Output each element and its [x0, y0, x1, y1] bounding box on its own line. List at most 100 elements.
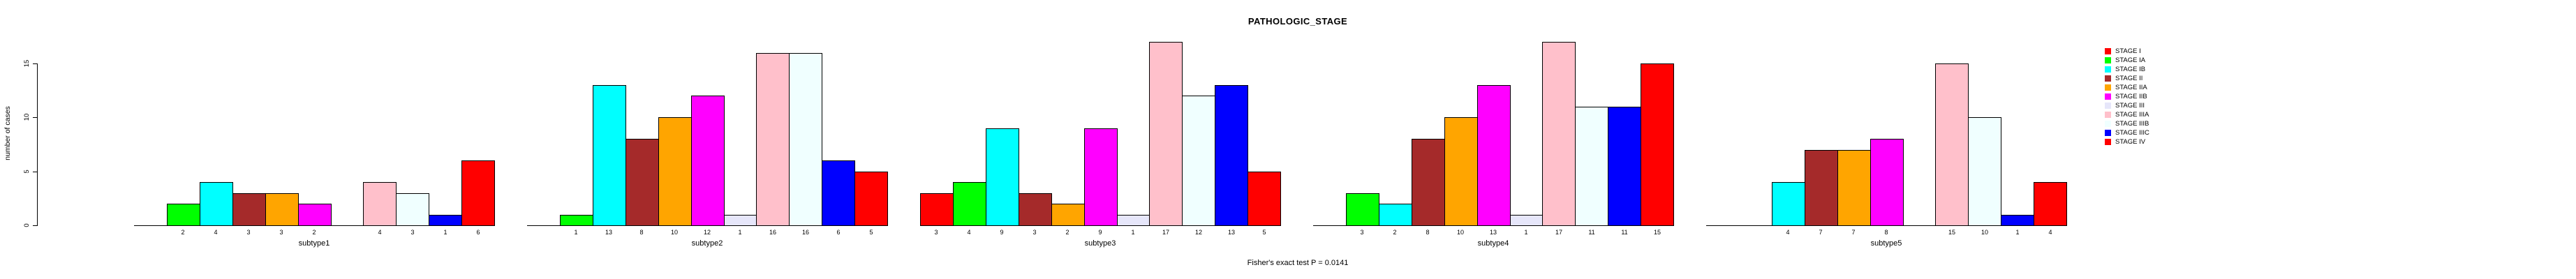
y-axis-tick	[33, 63, 37, 64]
bar-stage-ib	[593, 85, 626, 226]
fisher-test-footer: Fisher's exact test P = 0.0141	[1247, 259, 1349, 267]
bar-value-label: 7	[1851, 229, 1856, 236]
bar-value-label: 16	[769, 229, 776, 236]
bar-value-label: 8	[1426, 229, 1430, 236]
bar-value-label: 16	[801, 229, 809, 236]
bar-value-label: 12	[1194, 229, 1202, 236]
legend-entry-stage-i: STAGE I	[2105, 47, 2189, 56]
panel-xlabel-subtype2: subtype2	[691, 239, 723, 248]
bar-stage-iiia	[1149, 42, 1183, 226]
bar-stage-iii	[1510, 215, 1543, 226]
bar-stage-iv	[854, 172, 888, 226]
bar-value-label: 4	[2048, 229, 2052, 236]
bar-value-label: 4	[1786, 229, 1790, 236]
bar-value-label: 9	[1000, 229, 1004, 236]
bar-value-label: 3	[246, 229, 251, 236]
bar-stage-ia	[560, 215, 593, 226]
legend-label: STAGE IA	[2115, 56, 2146, 64]
bar-value-label: 1	[2015, 229, 2020, 236]
bar-value-label: 10	[670, 229, 678, 236]
bar-value-label: 5	[869, 229, 873, 236]
bar-stage-ia	[953, 182, 986, 226]
bar-stage-iiib	[1575, 107, 1608, 226]
legend-label: STAGE IIIB	[2115, 120, 2149, 128]
legend-entry-stage-iiia: STAGE IIIA	[2105, 110, 2189, 119]
bar-value-label: 3	[934, 229, 938, 236]
legend-entry-stage-ib: STAGE IB	[2105, 65, 2189, 74]
bar-stage-iiic	[429, 215, 462, 226]
bar-stage-ib	[1379, 204, 1412, 226]
legend-label: STAGE IIA	[2115, 84, 2147, 91]
legend-entry-stage-iii: STAGE III	[2105, 101, 2189, 110]
y-tick-label: 15	[23, 59, 31, 68]
bar-value-label: 8	[639, 229, 644, 236]
bar-value-label: 9	[1098, 229, 1102, 236]
bar-value-label: 12	[703, 229, 711, 236]
legend-entry-stage-iia: STAGE IIA	[2105, 83, 2189, 92]
panel-xlabel-subtype5: subtype5	[1870, 239, 1902, 248]
bar-value-label: 1	[443, 229, 447, 236]
bar-value-label: 13	[605, 229, 612, 236]
bar-value-label: 13	[1227, 229, 1235, 236]
legend-entry-stage-iiic: STAGE IIIC	[2105, 128, 2189, 137]
bar-stage-iib	[691, 96, 725, 226]
legend-label: STAGE IIB	[2115, 93, 2147, 100]
bar-stage-ii	[232, 193, 266, 226]
bar-value-label: 7	[1819, 229, 1823, 236]
bar-stage-ii	[1412, 139, 1445, 226]
panel-xlabel-subtype4: subtype4	[1477, 239, 1509, 248]
bar-stage-iia	[265, 193, 299, 226]
bar-stage-ib	[1772, 182, 1805, 226]
bar-stage-iiib	[1968, 117, 2001, 226]
y-tick-label: 5	[23, 169, 31, 174]
legend-entry-stage-iib: STAGE IIB	[2105, 92, 2189, 101]
bar-stage-iv	[1248, 172, 1281, 226]
y-axis-title: number of cases	[3, 106, 12, 160]
bar-stage-iiic	[822, 160, 855, 226]
y-tick-label: 10	[23, 113, 31, 121]
bar-value-label: 4	[378, 229, 382, 236]
bar-stage-iii	[724, 215, 757, 226]
bar-stage-iiic	[2001, 215, 2034, 226]
bar-value-label: 3	[1032, 229, 1037, 236]
bar-value-label: 1	[738, 229, 742, 236]
bar-stage-iiia	[363, 182, 397, 226]
y-axis-tick	[33, 117, 37, 118]
bar-stage-iia	[1051, 204, 1085, 226]
bar-value-label: 6	[836, 229, 841, 236]
legend-color-swatch	[2105, 130, 2111, 136]
bar-stage-iib	[1084, 128, 1118, 226]
legend-color-swatch	[2105, 112, 2111, 118]
bar-stage-ii	[1805, 150, 1838, 226]
bar-value-label: 4	[967, 229, 971, 236]
chart-title: PATHOLOGIC_STAGE	[1248, 16, 1348, 27]
bar-value-label: 5	[1262, 229, 1266, 236]
bar-value-label: 8	[1884, 229, 1888, 236]
bar-value-label: 4	[214, 229, 218, 236]
bar-stage-ii	[626, 139, 659, 226]
legend-color-swatch	[2105, 84, 2111, 91]
bar-stage-iib	[1870, 139, 1904, 226]
legend-entry-stage-iiib: STAGE IIIB	[2105, 119, 2189, 128]
bar-value-label: 13	[1489, 229, 1497, 236]
bar-stage-iiic	[1608, 107, 1641, 226]
bar-value-label: 17	[1555, 229, 1562, 236]
bar-value-label: 2	[1393, 229, 1397, 236]
bar-value-label: 1	[1524, 229, 1528, 236]
bar-value-label: 17	[1162, 229, 1169, 236]
bar-stage-ia	[1346, 193, 1379, 226]
y-axis-tick	[33, 225, 37, 226]
bar-stage-iiib	[396, 193, 429, 226]
bar-stage-ib	[200, 182, 233, 226]
bar-stage-iiic	[1215, 85, 1248, 226]
bar-value-label: 10	[1981, 229, 1988, 236]
bar-stage-iiia	[756, 53, 790, 226]
legend-label: STAGE IIIC	[2115, 129, 2149, 137]
bar-value-label: 10	[1456, 229, 1464, 236]
legend-label: STAGE IV	[2115, 138, 2146, 146]
bar-stage-iiia	[1542, 42, 1576, 226]
bar-stage-iia	[658, 117, 692, 226]
legend-entry-stage-ii: STAGE II	[2105, 74, 2189, 83]
panel-xlabel-subtype3: subtype3	[1084, 239, 1116, 248]
bar-stage-iv	[461, 160, 495, 226]
